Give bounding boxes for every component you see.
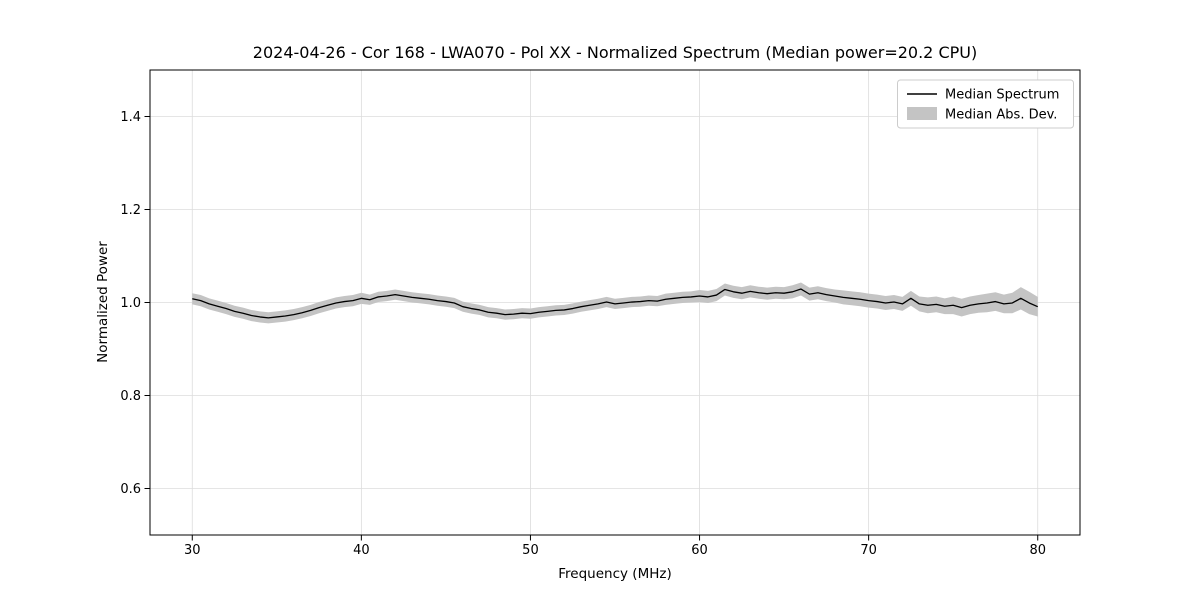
x-tick-label: 70 <box>860 543 877 558</box>
x-tick-label: 40 <box>353 543 370 558</box>
y-tick-label: 1.0 <box>120 296 141 311</box>
mad-band <box>192 282 1038 324</box>
x-tick-label: 30 <box>184 543 201 558</box>
y-tick-label: 1.4 <box>120 110 141 125</box>
legend-patch-sample <box>907 107 937 120</box>
chart-title: 2024-04-26 - Cor 168 - LWA070 - Pol XX -… <box>253 43 977 62</box>
axis-ticks: 30 40 50 60 70 80 0.6 0.8 1.0 1.2 1.4 <box>120 110 1046 558</box>
mad-band-layer <box>192 282 1038 324</box>
median-spectrum-line <box>192 288 1038 319</box>
y-axis-label: Normalized Power <box>95 241 111 363</box>
x-tick-label: 60 <box>691 543 708 558</box>
legend-label-mad: Median Abs. Dev. <box>945 108 1057 123</box>
y-tick-label: 0.6 <box>120 482 141 497</box>
median-line-layer <box>192 288 1038 319</box>
legend: Median Spectrum Median Abs. Dev. <box>897 79 1074 129</box>
axes-frame <box>149 69 1081 536</box>
y-tick-label: 0.8 <box>120 389 141 404</box>
legend-box <box>897 79 1074 129</box>
x-tick-label: 80 <box>1029 543 1046 558</box>
y-tick-label: 1.2 <box>120 203 141 218</box>
x-axis-label: Frequency (MHz) <box>558 566 671 582</box>
legend-label-median-spectrum: Median Spectrum <box>945 88 1059 103</box>
x-tick-label: 50 <box>522 543 539 558</box>
